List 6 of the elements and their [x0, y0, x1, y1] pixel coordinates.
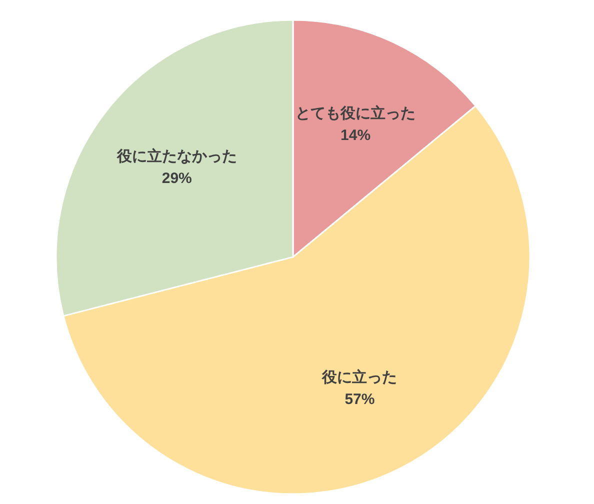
slice-label: 役に立たなかった: [116, 146, 237, 165]
data-label: 14%: [340, 127, 371, 144]
data-label: 57%: [344, 390, 375, 408]
data-label: 29%: [162, 170, 192, 187]
slice-label: とても役に立った: [296, 104, 416, 122]
slice-label: 役に立った: [321, 368, 398, 386]
